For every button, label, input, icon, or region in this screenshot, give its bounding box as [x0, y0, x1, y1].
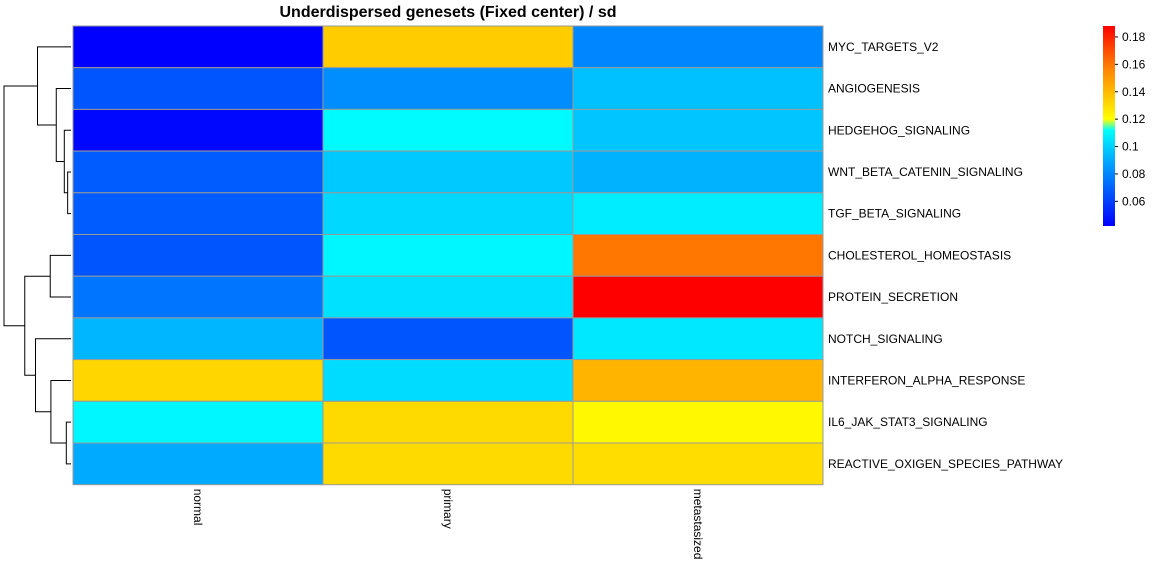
- chart-title: Underdispersed genesets (Fixed center) /…: [280, 4, 617, 21]
- heatmap-cell: [322, 317, 574, 361]
- heatmap-cell: [322, 442, 574, 486]
- row-label: PROTEIN_SECRETION: [828, 290, 958, 304]
- legend-tick-label: 0.14: [1122, 85, 1146, 99]
- heatmap-cell: [572, 234, 824, 277]
- dendrogram-branch: [3, 85, 38, 327]
- row-label: ANGIOGENESIS: [828, 82, 920, 96]
- heatmap-cell: [72, 192, 324, 236]
- heatmap-cell: [322, 108, 574, 152]
- row-label: CHOLESTEROL_HOMEOSTASIS: [828, 248, 1011, 262]
- heatmap-cell: [572, 317, 824, 361]
- column-label: metastasized: [691, 489, 705, 560]
- heatmap-cell: [572, 150, 824, 194]
- heatmap-cell: [572, 275, 824, 319]
- row-label: HEDGEHOG_SIGNALING: [828, 123, 970, 137]
- heatmap-cell: [572, 67, 824, 110]
- row-label: WNT_BETA_CATENIN_SIGNALING: [828, 165, 1023, 179]
- heatmap-cell: [72, 400, 324, 444]
- legend-tick-label: 0.16: [1122, 57, 1146, 71]
- heatmap-cell: [322, 400, 574, 444]
- dendrogram-branch: [55, 88, 71, 163]
- heatmap-cell: [72, 359, 324, 402]
- legend-tick-label: 0.18: [1122, 30, 1146, 44]
- row-label: NOTCH_SIGNALING: [828, 332, 943, 346]
- heatmap-cell: [72, 67, 324, 110]
- heatmap-cell: [72, 108, 324, 152]
- dendrogram-branch: [37, 46, 71, 126]
- row-label: TGF_BETA_SIGNALING: [828, 207, 961, 221]
- heatmap-cell: [572, 108, 824, 152]
- heatmap-cell: [322, 25, 574, 69]
- row-label: INTERFERON_ALPHA_RESPONSE: [828, 373, 1025, 387]
- row-label: MYC_TARGETS_V2: [828, 40, 939, 54]
- heatmap-cell: [322, 359, 574, 402]
- heatmap-cell: [572, 442, 824, 486]
- dendrogram-branch: [65, 421, 71, 465]
- row-labels: MYC_TARGETS_V2 ANGIOGENESIS HEDGEHOG_SIGNA…: [828, 40, 1063, 471]
- heatmap-cell: [572, 359, 824, 402]
- column-label: normal: [191, 489, 205, 526]
- column-label: primary: [441, 489, 455, 529]
- heatmap-cell: [572, 400, 824, 444]
- heatmap-cell: [72, 234, 324, 277]
- heatmap-cell: [322, 275, 574, 319]
- dendrogram-branch: [34, 338, 71, 413]
- row-dendrogram: [3, 46, 71, 465]
- row-label: REACTIVE_OXIGEN_SPECIES_PATHWAY: [828, 457, 1063, 471]
- dendrogram-branch: [67, 171, 71, 215]
- column-labels: normal primary metastasized: [191, 489, 705, 560]
- dendrogram-branch: [24, 275, 51, 376]
- heatmap-cell: [72, 25, 324, 69]
- legend-tick-label: 0.1: [1122, 140, 1139, 154]
- color-legend: 0.06 0.08 0.1 0.12 0.14 0.16 0.18: [1103, 26, 1146, 226]
- heatmap-cell: [322, 192, 574, 236]
- heatmap-cell: [322, 234, 574, 277]
- heatmap-cell: [72, 317, 324, 361]
- legend-tick-label: 0.08: [1122, 167, 1146, 181]
- heatmap-cell: [72, 442, 324, 486]
- heatmap-cell: [572, 192, 824, 236]
- heatmap-cell: [322, 150, 574, 194]
- legend-tick-label: 0.06: [1122, 194, 1146, 208]
- heatmap-cell: [72, 150, 324, 194]
- legend-tick-label: 0.12: [1122, 112, 1146, 126]
- dendrogram-branch: [49, 254, 71, 298]
- heatmap-cell: [322, 67, 574, 110]
- heatmap-cell: [572, 25, 824, 69]
- heatmap-cell: [72, 275, 324, 319]
- dendrogram-branch: [50, 379, 71, 444]
- row-label: IL6_JAK_STAT3_SIGNALING: [828, 415, 988, 429]
- heatmap-cells: [72, 25, 824, 486]
- legend-colorbar: [1103, 26, 1115, 226]
